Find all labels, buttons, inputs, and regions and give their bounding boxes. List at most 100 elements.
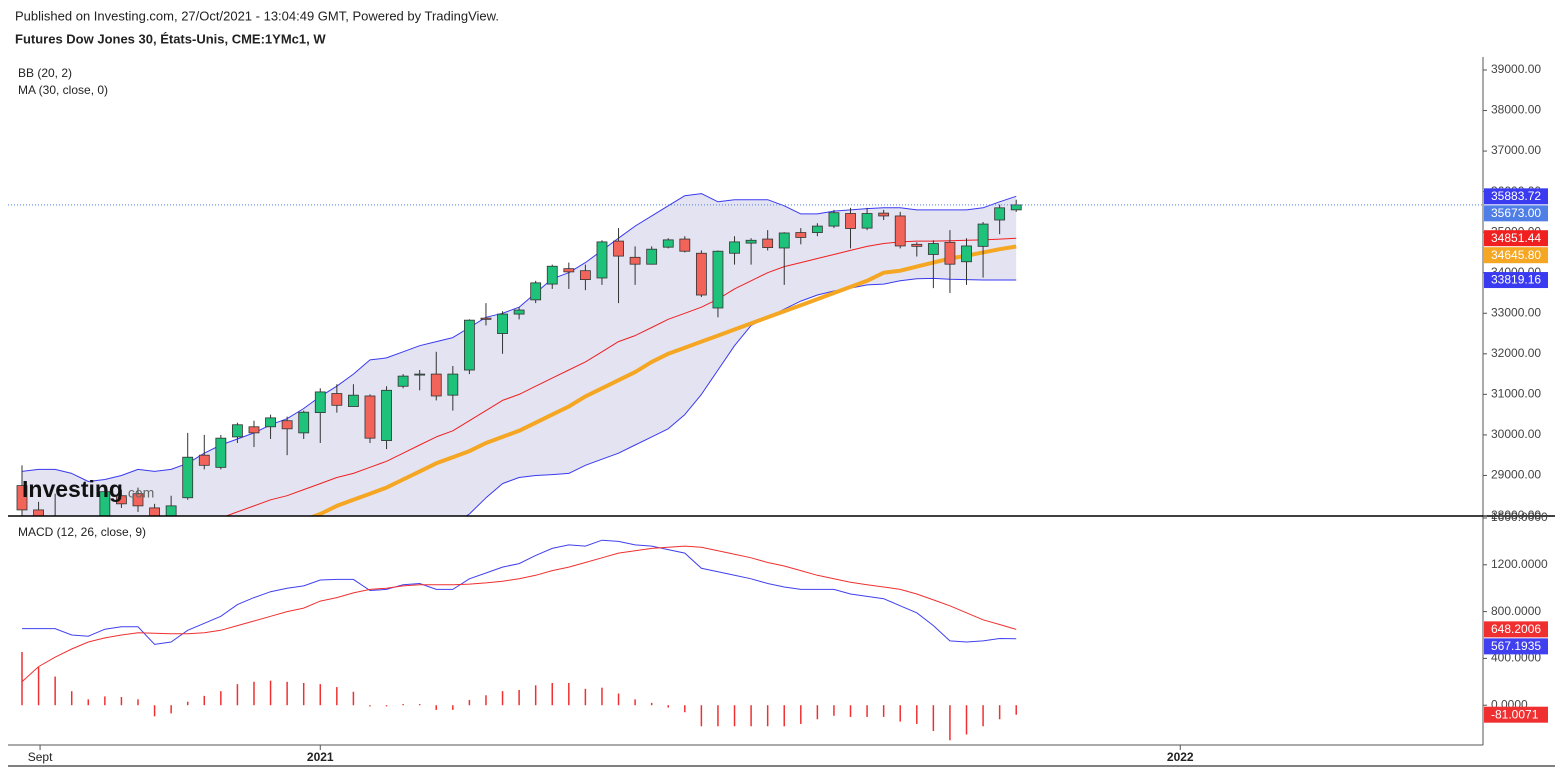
value-badge — [1484, 621, 1548, 638]
candle-body — [546, 265, 558, 285]
candle-body — [116, 495, 127, 505]
axes: 28000.00 29000.00 30000.00 31000.00 32000.00… — [8, 57, 1555, 767]
value-badge-label: 567.1935 — [1491, 639, 1541, 653]
indicator-line — [224, 237, 1017, 516]
published-note: Published on Investing.com, 27/Oct/2021 … — [15, 8, 499, 23]
candle-body — [563, 268, 575, 273]
candle-body — [381, 389, 392, 441]
y-tick-label: 33000.00 — [1491, 305, 1541, 319]
labels: BB (20, 2) MA (30, close, 0) MACD (12, 2… — [18, 66, 1548, 723]
value-badge-label: 35883.72 — [1491, 189, 1541, 203]
candle-body — [911, 243, 923, 247]
y-tick-label: 31000.00 — [1491, 387, 1541, 401]
candle-body — [828, 212, 840, 227]
candle-body — [1010, 204, 1022, 211]
y-tick-label: 39000.00 — [1491, 62, 1541, 76]
y-tick-label: 29000.00 — [1491, 468, 1541, 482]
candle-body — [314, 391, 326, 414]
candle-body — [961, 245, 972, 263]
value-badge-label: -81.0071 — [1491, 707, 1539, 721]
y-tick-label: 1200.0000 — [1491, 557, 1548, 571]
candle-body — [447, 373, 459, 396]
instrument-title: Futures Dow Jones 30, États-Unis, CME:1Y… — [15, 31, 326, 46]
candle-body — [712, 250, 724, 309]
candle-body — [430, 373, 442, 397]
candle-body — [463, 319, 475, 371]
x-tick-label: 2022 — [1167, 750, 1194, 764]
candle-body — [811, 225, 823, 233]
candle-body — [729, 241, 740, 254]
candle-body — [745, 239, 757, 244]
candle-body — [646, 248, 658, 265]
candle-body — [977, 223, 989, 247]
candle-body — [662, 239, 674, 248]
candle-body — [480, 317, 492, 320]
value-badge-label: 33819.16 — [1491, 273, 1541, 287]
value-badge — [1484, 638, 1548, 655]
logo-main: Investing — [22, 476, 123, 502]
y-tick-label: 37000.00 — [1491, 143, 1541, 157]
candle-body — [165, 505, 177, 516]
value-badge-label: 35673.00 — [1491, 206, 1541, 220]
candle-body — [530, 282, 542, 301]
candle-body — [364, 395, 376, 439]
candle-body — [613, 240, 624, 257]
value-badge — [1484, 188, 1548, 205]
value-badge — [1484, 230, 1548, 247]
ma-label: MA (30, close, 0) — [18, 83, 108, 97]
candle-body — [348, 394, 359, 407]
candle-body — [182, 456, 194, 499]
y-tick-label: 38000.00 — [1491, 103, 1541, 117]
macd-pane — [21, 539, 1017, 741]
candle-body — [33, 509, 44, 516]
candle-body — [861, 213, 873, 229]
y-tick-label: 30000.00 — [1491, 427, 1541, 441]
value-badge-label: 34645.80 — [1491, 248, 1541, 262]
candle-body — [695, 252, 707, 296]
candle-body — [795, 232, 807, 238]
macd-label: MACD (12, 26, close, 9) — [18, 525, 146, 539]
candle-body — [99, 491, 111, 516]
candle-body — [215, 437, 227, 468]
candle-body — [497, 313, 508, 334]
x-tick-label: Sept — [28, 750, 53, 764]
value-badge-label: 34851.44 — [1491, 231, 1541, 245]
candle-body — [894, 215, 906, 247]
candle-body — [778, 232, 790, 249]
y-tick-label: 28000.00 — [1491, 508, 1541, 522]
candle-body — [596, 241, 608, 279]
price-pane — [8, 193, 1483, 516]
candle-body — [132, 493, 144, 507]
candle-body — [845, 213, 856, 229]
candle-body — [298, 411, 310, 434]
y-tick-label: 800.0000 — [1491, 604, 1541, 618]
candle-body — [994, 207, 1006, 221]
value-badge — [1484, 706, 1548, 723]
candle-body — [198, 454, 210, 466]
indicator-line — [309, 244, 1017, 516]
value-badge-label: 648.2006 — [1491, 622, 1541, 636]
bollinger-band-fill — [22, 193, 1017, 516]
macd-line — [21, 545, 1017, 683]
candle-body — [281, 420, 293, 430]
candle-body — [762, 238, 774, 248]
candle-body — [579, 270, 591, 281]
candle-body — [414, 373, 426, 376]
candle-body — [331, 393, 343, 406]
candle-body — [232, 424, 243, 438]
logo-suffix: .com — [124, 485, 154, 501]
candle-body — [149, 507, 160, 516]
candle-body — [679, 238, 691, 252]
macd-line — [22, 539, 1017, 645]
candle-body — [397, 375, 409, 387]
candle-body — [513, 309, 525, 315]
y-tick-label: 32000.00 — [1491, 346, 1541, 360]
candle-body — [927, 243, 939, 255]
value-badge — [1484, 247, 1548, 264]
candle-body — [629, 256, 641, 265]
y-tick-label: 1600.0000 — [1491, 510, 1548, 524]
value-badge — [1484, 205, 1548, 222]
candle-body — [248, 426, 260, 434]
candle-body — [265, 417, 276, 428]
